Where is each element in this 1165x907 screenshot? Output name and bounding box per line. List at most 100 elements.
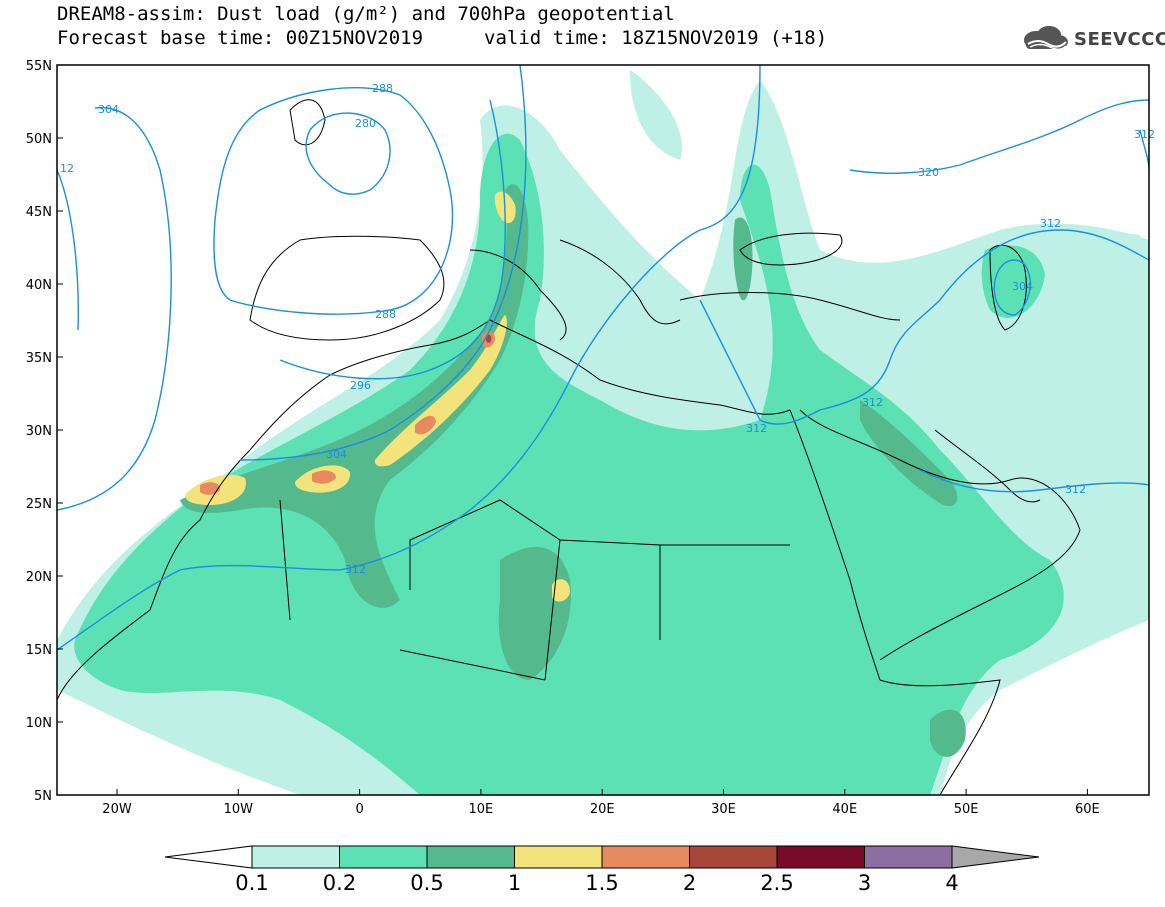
contour-label: 312 — [862, 396, 883, 409]
colorbar-swatch — [339, 845, 428, 869]
contour-label: 312 — [1134, 128, 1155, 141]
contour-label: 288 — [372, 82, 393, 95]
contour-312-gulf — [919, 469, 1149, 493]
coast-west-africa — [57, 319, 491, 701]
logo-text: SEEVCCC — [1074, 28, 1165, 50]
contour-304-caspian — [993, 259, 1031, 316]
colorbar-label: 2.5 — [760, 871, 794, 895]
contour-label: 312 — [1065, 483, 1086, 496]
contour-312-west — [57, 169, 79, 331]
dust-level-dark-2 — [498, 546, 571, 680]
contour-304-west — [57, 106, 172, 511]
contour-label: 312 — [746, 422, 767, 435]
latitude-axis: 55N 50N 45N 40N 35N 30N 25N 20N 15N 10N 5N — [26, 59, 63, 804]
coast-black-sea — [739, 232, 843, 266]
contour-312-north — [699, 229, 1149, 425]
contour-304-mid — [239, 65, 527, 461]
longitude-axis: 20W 10W 0 10E 20E 30E 40E 50E 60E — [102, 789, 1100, 817]
colorbar-label: 0.2 — [322, 871, 357, 895]
colorbar-swatch — [689, 845, 778, 869]
lon-label: 60E — [1075, 802, 1100, 817]
lon-label: 10E — [469, 802, 494, 817]
lat-label: 10N — [26, 716, 52, 731]
contour-280-low — [305, 112, 391, 195]
coast-britain — [289, 99, 326, 146]
lon-label: 20E — [590, 802, 615, 817]
colorbar-high-end — [951, 845, 1040, 869]
contour-label: 296 — [350, 379, 371, 392]
lat-label: 35N — [26, 351, 52, 366]
lat-label: 20N — [26, 570, 52, 585]
contour-label: 288 — [375, 308, 396, 321]
seevccc-logo: SEEVCCC — [1018, 26, 1165, 52]
contour-label: 12 — [60, 162, 74, 175]
colorbar-swatch — [601, 845, 690, 869]
valid-time: valid time: 18Z15NOV2019 (+18) — [484, 27, 828, 49]
colorbar-swatch — [251, 845, 340, 869]
colorbar-label: 1 — [507, 871, 522, 895]
colorbar-low-end — [164, 845, 253, 869]
lon-label: 40E — [832, 802, 857, 817]
coast-caspian — [989, 244, 1027, 331]
dust-fields — [57, 70, 1149, 795]
colorbar-swatch — [426, 845, 515, 869]
lat-label: 5N — [34, 789, 52, 804]
colorbar-swatch — [514, 845, 603, 869]
lon-label: 10W — [224, 802, 254, 817]
coast-red-sea — [789, 409, 881, 681]
geopotential-contours — [57, 65, 1149, 651]
coast-horn-africa — [879, 679, 1001, 795]
dust-level-core-5 — [486, 334, 492, 343]
lon-label: 30E — [711, 802, 736, 817]
contour-320 — [849, 99, 1149, 174]
contour-label: 312 — [345, 563, 366, 576]
contour-label: 280 — [355, 117, 376, 130]
dust-level-dark — [180, 184, 529, 608]
contour-label-group: 304 288 280 288 296 304 312 312 312 320 … — [60, 82, 1155, 576]
dust-level-core-2 — [312, 470, 336, 484]
lat-label: 25N — [26, 497, 52, 512]
contour-label: 304 — [1012, 280, 1033, 293]
colorbar-label: 2 — [682, 871, 697, 895]
forecast-base-time: Forecast base time: 00Z15NOV2019 — [57, 27, 424, 49]
lat-label: 55N — [26, 59, 52, 74]
dust-level-medium — [74, 133, 1064, 795]
contour-label: 320 — [918, 166, 939, 179]
contour-label: 304 — [98, 103, 119, 116]
lat-label: 30N — [26, 424, 52, 439]
lon-label: 50E — [954, 802, 979, 817]
coast-turkey — [679, 292, 901, 321]
contour-label: 312 — [1040, 217, 1061, 230]
map-title: DREAM8-assim: Dust load (g/m²) and 700hP… — [57, 3, 675, 25]
lat-label: 45N — [26, 205, 52, 220]
lat-label: 50N — [26, 132, 52, 147]
colorbar-label: 3 — [857, 871, 872, 895]
dust-level-medium-east — [981, 245, 1045, 318]
contour-288-low — [213, 87, 454, 315]
lat-label: 40N — [26, 278, 52, 293]
coast-iberia — [249, 235, 445, 341]
dust-level-dark-4 — [860, 400, 958, 507]
colorbar-label: 1.5 — [585, 871, 619, 895]
border-sahara-2 — [399, 539, 790, 681]
dust-level-core-1 — [200, 482, 220, 495]
dust-level-high-3 — [374, 315, 507, 467]
colorbar-swatch — [776, 845, 865, 869]
dust-level-light-north — [630, 70, 682, 160]
dust-level-high-5 — [552, 579, 570, 602]
coast-arabia — [799, 409, 1081, 661]
coast-persian-gulf — [934, 429, 1041, 503]
coast-north-africa — [489, 319, 791, 415]
contour-label: 304 — [326, 448, 347, 461]
colorbar-label: 0.5 — [410, 871, 444, 895]
colorbar-label: 4 — [945, 871, 959, 895]
contour-296 — [279, 99, 506, 380]
cloud-icon — [1024, 26, 1068, 50]
lon-label: 20W — [102, 802, 132, 817]
coast-balkans-greece — [559, 239, 681, 325]
lat-label: 15N — [26, 643, 52, 658]
coastlines — [57, 99, 1081, 795]
dust-level-dark-5 — [930, 709, 966, 757]
contour-312-main — [57, 65, 761, 651]
